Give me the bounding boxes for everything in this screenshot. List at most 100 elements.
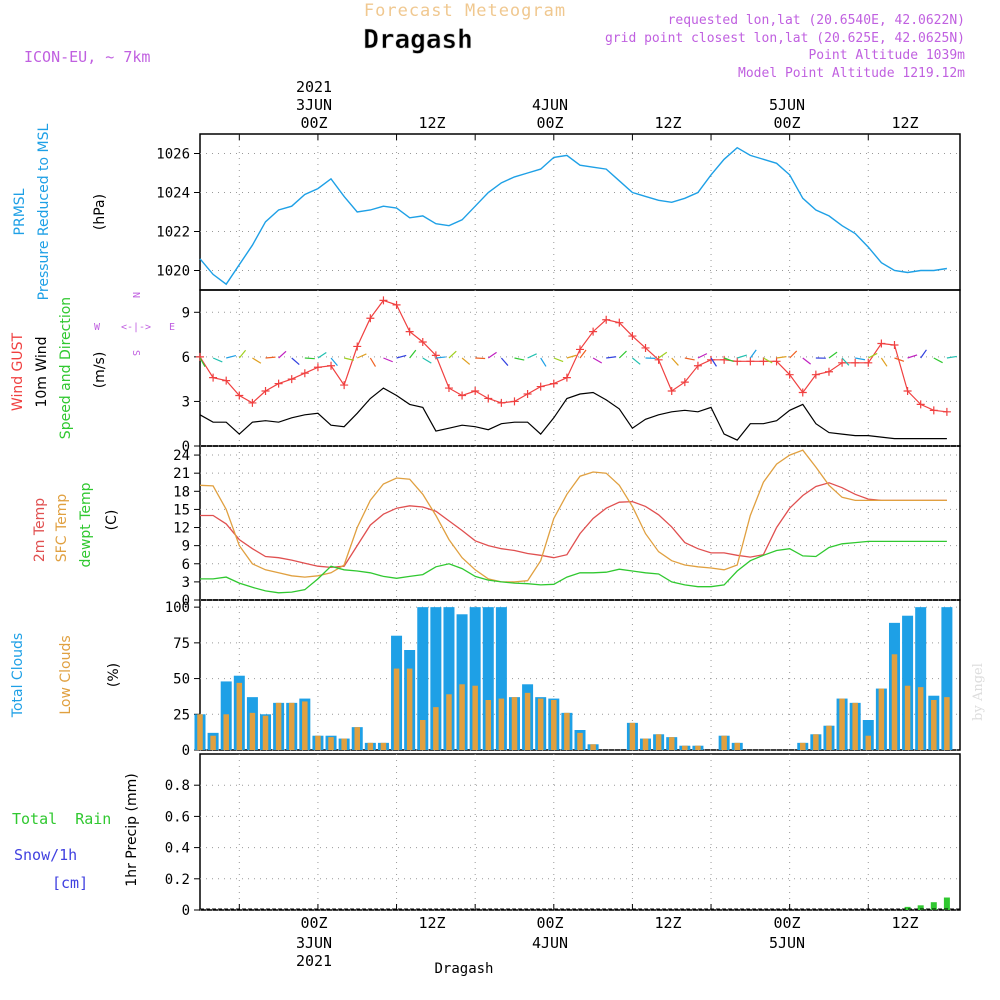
wind-direction-arrow bbox=[475, 357, 486, 360]
pressure-line bbox=[199, 146, 948, 286]
wind-direction-arrow bbox=[344, 357, 355, 361]
wind-direction-arrow bbox=[671, 357, 679, 366]
y-tick-label: 6 bbox=[182, 557, 190, 573]
precip-panel-frame bbox=[199, 753, 961, 911]
gust-point bbox=[811, 370, 820, 379]
gust-point bbox=[602, 315, 611, 324]
wind-direction-arrow bbox=[304, 357, 315, 360]
gust-point bbox=[209, 373, 218, 382]
low-cloud-bar bbox=[288, 702, 295, 750]
low-cloud-bar bbox=[197, 714, 203, 750]
low-cloud-bar bbox=[406, 668, 413, 750]
low-cloud-bar bbox=[236, 682, 243, 750]
top-tick-label: 00Z bbox=[773, 114, 800, 132]
low-cloud-bar bbox=[537, 698, 544, 750]
y-tick-label: 21 bbox=[173, 466, 190, 482]
low-cloud-bar bbox=[931, 700, 937, 750]
gust-point bbox=[287, 375, 296, 384]
rain-bar bbox=[917, 905, 924, 910]
wind-panel-frame bbox=[199, 289, 961, 447]
y-tick-label: 0 bbox=[182, 743, 190, 759]
gust-point bbox=[392, 300, 401, 309]
y-tick-label: 9 bbox=[182, 539, 190, 555]
wind-direction-arrow bbox=[252, 357, 262, 364]
gust-point bbox=[720, 355, 729, 364]
gust-point bbox=[222, 376, 231, 385]
wind-direction-arrow bbox=[579, 349, 587, 359]
wind-direction-arrow bbox=[448, 350, 457, 359]
y-tick-label: 0 bbox=[182, 593, 190, 609]
clouds-low-label: Low Clouds bbox=[58, 635, 74, 714]
low-cloud-bar bbox=[524, 692, 531, 750]
low-cloud-bar bbox=[590, 744, 596, 750]
point-altitude: Point Altitude 1039m bbox=[808, 48, 965, 63]
gust-point bbox=[641, 343, 650, 352]
grid-coords: grid point closest lon,lat (20.625E, 42.… bbox=[605, 31, 965, 46]
y-tick-label: 3 bbox=[182, 394, 190, 410]
total-cloud-bar bbox=[941, 607, 953, 750]
pressure-panel-frame bbox=[199, 133, 961, 291]
temp-sfc-label: SFC Temp bbox=[54, 494, 70, 563]
low-cloud-bar bbox=[800, 742, 806, 750]
gust-point bbox=[798, 388, 807, 397]
y-tick-label: 1024 bbox=[156, 186, 190, 202]
precip-snow-label: Snow/1h bbox=[14, 846, 77, 864]
wind-direction-arrow bbox=[684, 357, 695, 361]
wind-direction-arrow bbox=[553, 357, 564, 363]
model-altitude: Model Point Altitude 1219.12m bbox=[738, 66, 965, 81]
low-cloud-bar bbox=[315, 735, 321, 750]
watermark: by Angel bbox=[971, 663, 986, 721]
low-cloud-bar bbox=[642, 738, 649, 750]
total-cloud-bar bbox=[443, 607, 455, 750]
compass-e: E bbox=[169, 322, 175, 333]
gust-point bbox=[536, 382, 545, 391]
wind-direction-arrow bbox=[632, 357, 641, 365]
pressure-unit: (hPa) bbox=[92, 194, 108, 230]
temp-dew-label: dewpt Temp bbox=[78, 482, 94, 567]
gust-point bbox=[615, 318, 624, 327]
dewpt-line bbox=[200, 540, 947, 594]
y-tick-label: 1022 bbox=[156, 225, 190, 241]
clouds-unit: (%) bbox=[106, 663, 122, 687]
temp-unit: (C) bbox=[104, 510, 120, 531]
bottom-tick-label: 00Z bbox=[773, 914, 800, 932]
y-tick-label: 9 bbox=[182, 305, 190, 321]
pressure-label-prmsl: PRMSL bbox=[12, 188, 28, 235]
bottom-time-axis: 00Z 12Z 00Z 12Z 00Z 12Z 3JUN 4JUN 5JUN 2… bbox=[296, 914, 919, 977]
low-cloud-bar bbox=[498, 698, 505, 750]
gust-point bbox=[929, 406, 938, 415]
total-cloud-bar bbox=[417, 607, 429, 750]
gust-point bbox=[327, 361, 336, 370]
low-cloud-bar bbox=[210, 735, 216, 750]
low-cloud-bar bbox=[433, 707, 439, 750]
bottom-tick-label: 12Z bbox=[891, 914, 918, 932]
y-tick-label: 0 bbox=[182, 903, 190, 919]
y-tick-label: 1026 bbox=[156, 147, 190, 163]
low-cloud-bar bbox=[249, 712, 256, 750]
wind-direction-arrow bbox=[435, 356, 446, 359]
gust-point bbox=[890, 340, 899, 349]
gust-point bbox=[772, 357, 781, 366]
wind-direction-arrow bbox=[291, 357, 300, 366]
temp-2m-label: 2m Temp bbox=[32, 498, 48, 562]
wind-direction-arrow bbox=[737, 354, 747, 359]
y-tick-label: 0.6 bbox=[165, 809, 190, 825]
top-tick-label: 00Z bbox=[536, 114, 563, 132]
gust-point bbox=[510, 397, 519, 406]
low-cloud-bar bbox=[223, 714, 229, 750]
wind-10m-label: 10m Wind bbox=[34, 336, 50, 407]
wind-direction-arrow bbox=[540, 357, 547, 367]
wind-direction-arrow bbox=[697, 353, 708, 359]
gust-point bbox=[444, 384, 453, 393]
wind-direction-arrow bbox=[265, 356, 276, 359]
wind-direction-arrow bbox=[369, 357, 377, 367]
wind-direction-arrow bbox=[383, 357, 393, 363]
wind-direction-arrow bbox=[723, 357, 734, 362]
wind-direction-arrow bbox=[946, 355, 957, 359]
product-title: Forecast Meteogram bbox=[364, 1, 566, 21]
low-cloud-bar bbox=[721, 735, 727, 750]
low-cloud-bar bbox=[668, 737, 675, 750]
gust-point bbox=[366, 314, 375, 323]
wind-direction-arrow bbox=[920, 349, 927, 359]
bottom-date-label: 4JUN bbox=[532, 934, 568, 952]
